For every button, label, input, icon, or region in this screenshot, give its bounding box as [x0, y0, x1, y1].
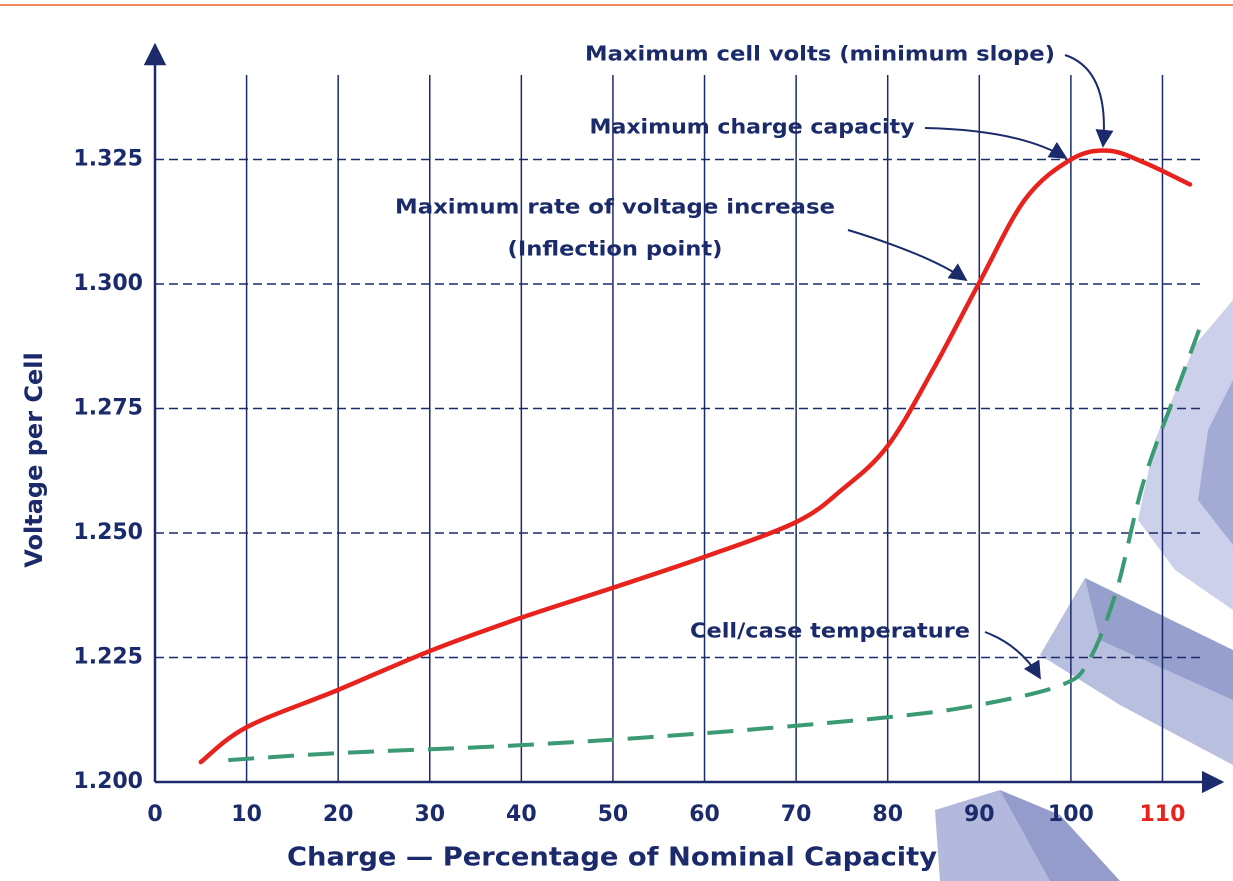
annotation: Maximum rate of voltage increase: [395, 195, 835, 219]
y-tick-label: 1.300: [73, 271, 143, 296]
annotation: (Inflection point): [508, 237, 723, 261]
y-tick-label: 1.275: [73, 396, 143, 421]
annotation: Maximum charge capacity: [590, 115, 915, 139]
x-tick-label: 60: [689, 802, 720, 827]
y-tick-label: 1.200: [73, 769, 143, 794]
x-axis-label: Charge — Percentage of Nominal Capacity: [287, 843, 937, 873]
annotation: Maximum cell volts (minimum slope): [585, 42, 1055, 66]
x-tick-label: 20: [323, 802, 354, 827]
x-tick-label: 100: [1048, 802, 1094, 827]
x-tick-label: 30: [414, 802, 445, 827]
x-tick-label: 40: [506, 802, 537, 827]
y-tick-label: 1.325: [73, 147, 143, 172]
x-tick-label: 70: [781, 802, 812, 827]
y-tick-label: 1.225: [73, 645, 143, 670]
x-tick-label: 80: [872, 802, 903, 827]
series-line: [228, 329, 1201, 763]
x-tick-label: 10: [231, 802, 262, 827]
x-tick-label: 0: [147, 802, 162, 827]
x-tick-label: 90: [964, 802, 995, 827]
x-tick-label: 110: [1139, 802, 1185, 827]
annotation: Cell/case temperature: [690, 619, 970, 643]
annotation-arrows: [847, 54, 1114, 680]
plot-area: 1.200 1.225 1.250 1.275 1.300 1.325 0 10 20 30 40 5…: [73, 42, 1225, 827]
x-tick-label: 50: [598, 802, 629, 827]
series-line: [198, 148, 1193, 765]
y-tick-label: 1.250: [73, 520, 143, 545]
y-axis-label: Voltage per Cell: [20, 352, 48, 567]
